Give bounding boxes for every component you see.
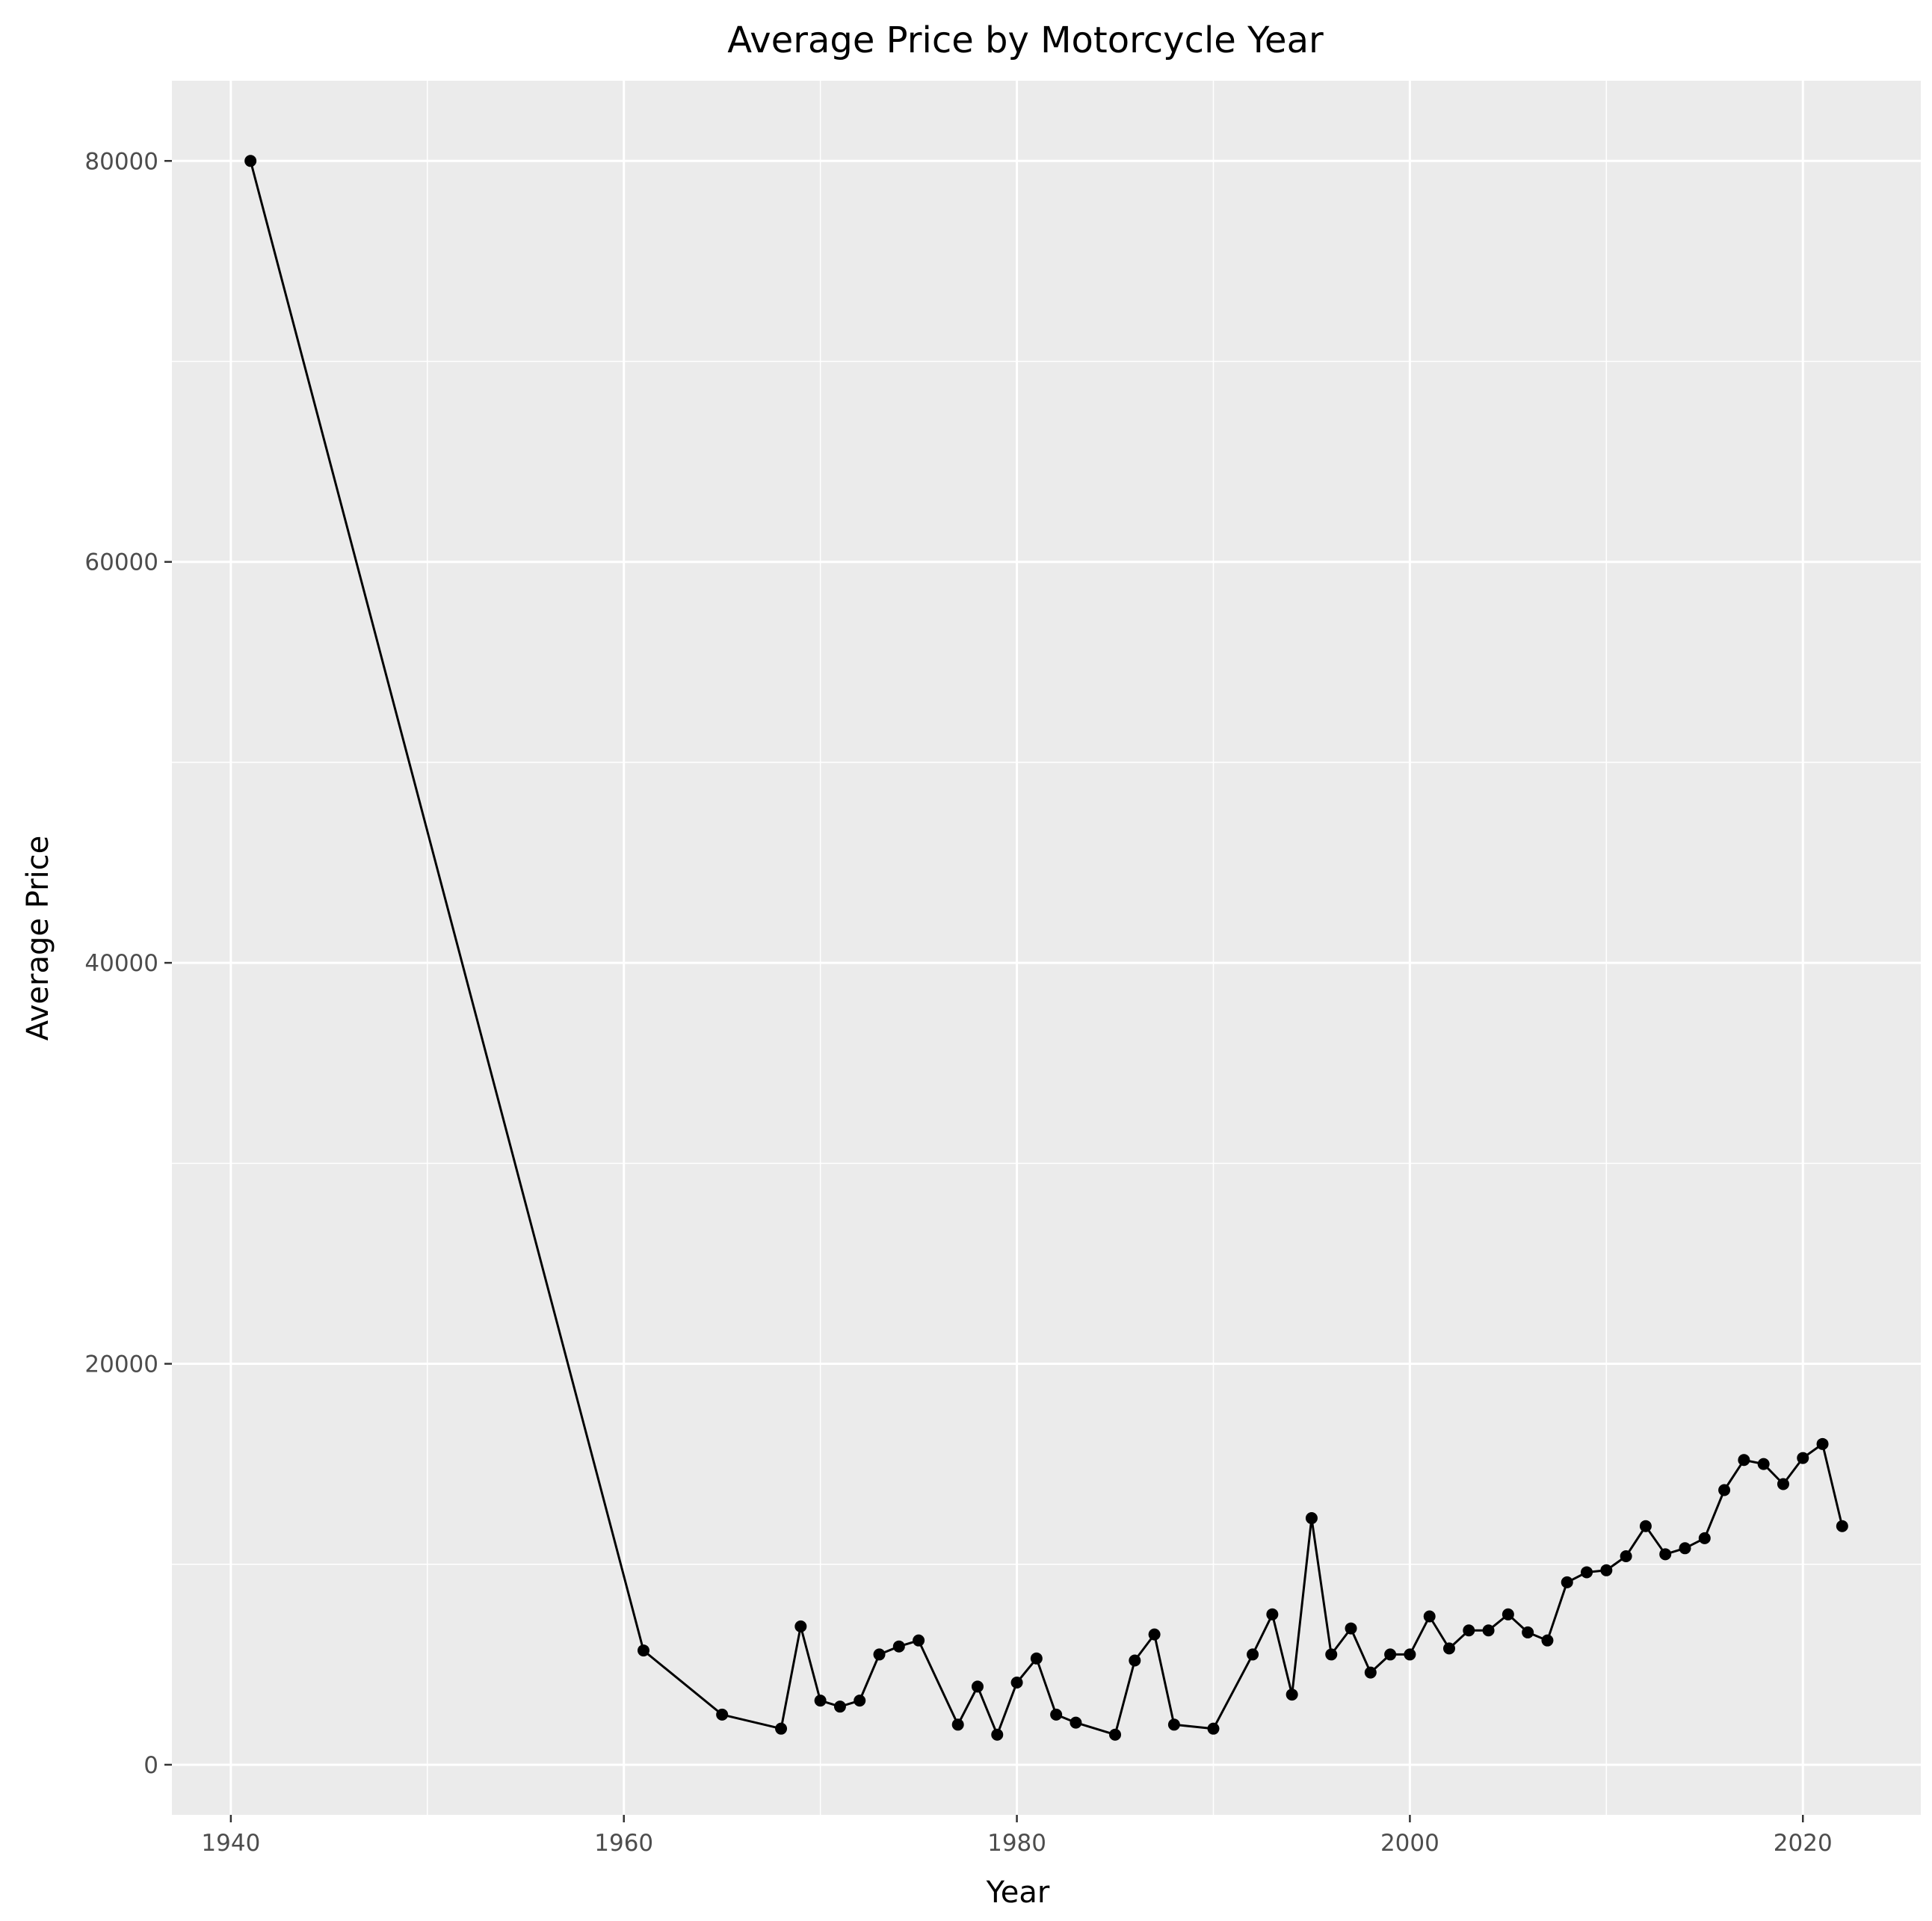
data-point xyxy=(991,1728,1004,1741)
data-point xyxy=(814,1695,827,1707)
x-axis: 1940 1960 1980 2000 2020 xyxy=(201,1815,1833,1857)
data-point xyxy=(1502,1608,1514,1621)
data-point xyxy=(1816,1437,1829,1450)
x-tick-label: 1960 xyxy=(594,1830,653,1857)
data-point xyxy=(873,1648,886,1661)
data-point xyxy=(1404,1648,1416,1661)
data-point xyxy=(1442,1642,1455,1655)
data-point xyxy=(951,1718,964,1731)
data-point xyxy=(775,1722,788,1735)
data-point xyxy=(1679,1542,1691,1555)
data-point xyxy=(1384,1648,1397,1661)
plot-panel xyxy=(172,81,1921,1815)
data-point xyxy=(1698,1532,1711,1544)
data-point xyxy=(1266,1608,1279,1621)
data-point xyxy=(854,1695,866,1707)
data-point xyxy=(1639,1520,1652,1532)
data-point xyxy=(1167,1718,1180,1731)
data-point xyxy=(1718,1484,1731,1496)
data-point xyxy=(1247,1648,1259,1661)
data-point xyxy=(1286,1689,1298,1701)
x-tick-label: 2020 xyxy=(1774,1830,1833,1857)
data-point xyxy=(1463,1624,1475,1637)
data-point xyxy=(913,1634,925,1647)
x-tick-label: 1940 xyxy=(201,1830,260,1857)
data-point xyxy=(794,1620,807,1632)
data-point xyxy=(1836,1520,1848,1532)
data-point xyxy=(1522,1626,1534,1638)
data-point xyxy=(244,155,257,167)
data-point xyxy=(1620,1550,1632,1563)
data-point xyxy=(1129,1654,1141,1667)
data-point xyxy=(971,1680,984,1693)
y-tick-label: 60000 xyxy=(84,549,158,576)
data-point xyxy=(1797,1452,1809,1464)
minor-gridlines xyxy=(172,81,1921,1815)
x-tick-label: 1980 xyxy=(987,1830,1046,1857)
data-point xyxy=(1777,1478,1789,1490)
data-point xyxy=(1148,1628,1161,1641)
series-layer xyxy=(244,155,1848,1741)
data-point xyxy=(1345,1622,1357,1635)
y-tick-label: 0 xyxy=(143,1752,158,1779)
data-point xyxy=(1305,1512,1318,1525)
x-axis-title: Year xyxy=(986,1875,1050,1910)
x-tick-label: 2000 xyxy=(1380,1830,1439,1857)
data-point xyxy=(1070,1716,1082,1729)
data-point xyxy=(1659,1548,1672,1561)
data-point xyxy=(1600,1564,1613,1576)
data-point xyxy=(1482,1624,1495,1637)
data-point xyxy=(1030,1652,1043,1665)
data-point xyxy=(892,1640,905,1653)
y-axis: 0 20000 40000 60000 80000 xyxy=(84,148,172,1779)
data-point xyxy=(1541,1634,1554,1647)
data-point xyxy=(1757,1458,1770,1470)
data-point xyxy=(1325,1648,1338,1661)
y-axis-title: Average Price xyxy=(21,836,55,1041)
y-tick-label: 40000 xyxy=(84,950,158,977)
data-point xyxy=(1561,1576,1573,1588)
data-point xyxy=(1109,1728,1122,1741)
data-point xyxy=(1010,1676,1023,1689)
data-point xyxy=(1581,1566,1593,1579)
major-gridlines xyxy=(172,81,1921,1815)
data-point xyxy=(833,1700,846,1713)
data-point xyxy=(716,1708,729,1721)
data-point xyxy=(1050,1708,1063,1721)
data-point xyxy=(1423,1610,1436,1623)
y-tick-label: 80000 xyxy=(84,148,158,175)
data-point xyxy=(1207,1722,1220,1735)
y-tick-label: 20000 xyxy=(84,1351,158,1378)
data-point xyxy=(1364,1666,1377,1679)
chart-title: Average Price by Motorcycle Year xyxy=(727,19,1324,61)
data-point xyxy=(1738,1454,1750,1467)
data-point xyxy=(638,1644,650,1657)
